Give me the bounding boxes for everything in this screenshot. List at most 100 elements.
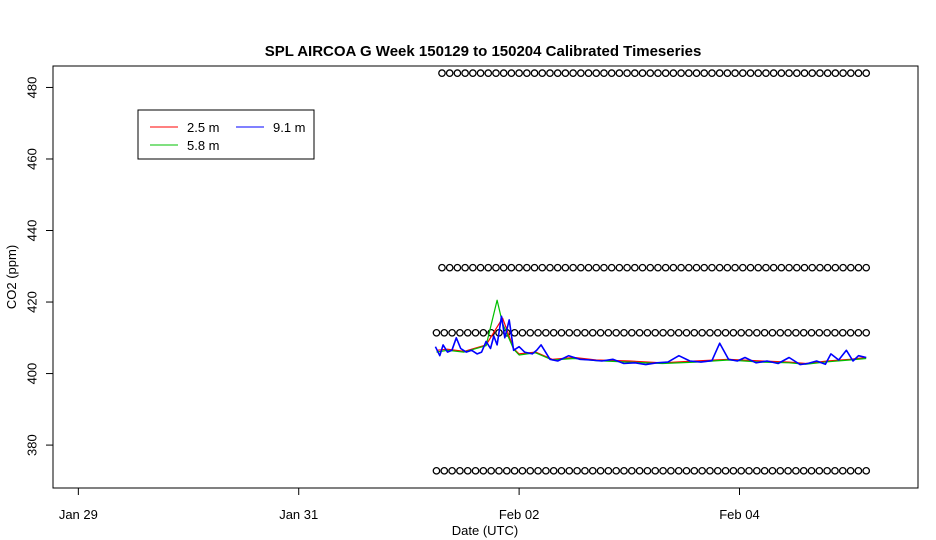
flag-point <box>463 466 472 475</box>
flag-point <box>823 466 831 475</box>
flag-point <box>456 466 464 475</box>
flag-point <box>569 263 577 272</box>
y-axis-label: CO2 (ppm) <box>4 245 19 309</box>
flag-point <box>615 69 624 78</box>
flag-point <box>808 69 817 78</box>
flag-point <box>635 466 644 475</box>
flag-point <box>445 69 454 78</box>
flag-point <box>592 69 601 78</box>
flag-point <box>522 69 531 78</box>
y-tick-label: 380 <box>24 434 39 456</box>
flag-point <box>846 466 855 475</box>
flag-point <box>682 466 691 475</box>
flag-point <box>453 263 462 272</box>
x-tick-label: Jan 29 <box>59 507 98 522</box>
legend-box <box>137 109 315 160</box>
flag-point <box>667 328 675 337</box>
chart-title: SPL AIRCOA G Week 150129 to 150204 Calib… <box>265 43 702 60</box>
series-line-9-1-m <box>434 315 867 366</box>
flag-point <box>561 263 570 272</box>
flag-point <box>630 69 639 78</box>
flag-point <box>654 263 662 272</box>
flag-point <box>651 328 660 337</box>
flag-point <box>831 263 840 272</box>
flag-point <box>823 328 831 337</box>
flag-point <box>507 69 516 78</box>
flag-point <box>584 263 593 272</box>
flag-point <box>674 466 683 475</box>
flag-point <box>638 69 647 78</box>
y-tick-label: 440 <box>24 220 39 242</box>
flag-point <box>799 328 808 337</box>
flag-point <box>576 69 585 78</box>
flag-point <box>515 69 523 78</box>
flag-point <box>581 328 589 337</box>
flag-point <box>440 328 449 337</box>
flag-point <box>692 69 701 78</box>
flag-point <box>627 466 636 475</box>
flag-point <box>542 328 550 337</box>
flag-point <box>862 328 871 337</box>
flag-point <box>576 263 585 272</box>
flag-point <box>502 466 511 475</box>
flag-point <box>854 466 863 475</box>
flag-point <box>584 69 593 78</box>
flag-point <box>768 466 777 475</box>
legend: 2.5 m 5.8 m 9.1 m <box>137 109 315 160</box>
flag-point <box>706 466 714 475</box>
flag-point <box>468 263 477 272</box>
flag-point <box>432 328 441 337</box>
flag-point <box>495 466 503 475</box>
flag-point <box>623 69 631 78</box>
flag-point <box>706 328 714 337</box>
flag-point <box>862 466 871 475</box>
flag-point <box>690 466 699 475</box>
flag-point <box>784 328 792 337</box>
flag-point <box>487 466 496 475</box>
flag-point <box>534 328 542 337</box>
flag-point <box>432 466 441 475</box>
flag-point <box>592 263 601 272</box>
flag-point <box>715 69 724 78</box>
flag-point <box>534 466 542 475</box>
flag-point <box>492 263 500 272</box>
flag-point <box>721 328 730 337</box>
flag-point <box>553 263 562 272</box>
flag-point <box>731 69 739 78</box>
x-tick-label: Feb 04 <box>719 507 759 522</box>
flag-point <box>600 263 608 272</box>
flag-point <box>669 69 678 78</box>
flag-point <box>526 328 535 337</box>
flag-point <box>729 466 738 475</box>
flag-point <box>752 328 761 337</box>
flag-point <box>569 69 577 78</box>
flag-point <box>831 69 840 78</box>
flag-point <box>692 263 701 272</box>
flag-point <box>526 466 535 475</box>
flag-point <box>623 263 631 272</box>
y-tick-label: 400 <box>24 363 39 385</box>
flag-point <box>638 263 647 272</box>
flag-point <box>698 328 706 337</box>
flag-point <box>438 69 446 78</box>
flag-point <box>484 263 493 272</box>
flag-point <box>745 328 753 337</box>
flag-point <box>445 263 454 272</box>
flag-point <box>453 69 462 78</box>
flag-point <box>573 328 581 337</box>
flag-point <box>713 466 722 475</box>
flag-point <box>522 263 531 272</box>
flag-point <box>561 69 570 78</box>
flag-point <box>708 69 716 78</box>
flag-point <box>862 263 871 272</box>
y-tick-label: 420 <box>24 291 39 313</box>
flag-point <box>823 263 832 272</box>
flag-point <box>854 328 863 337</box>
flag-point <box>635 328 644 337</box>
flag-point <box>677 263 685 272</box>
flag-point <box>715 263 724 272</box>
flag-point <box>620 466 628 475</box>
flag-point <box>760 328 769 337</box>
flag-point <box>669 263 678 272</box>
flag-point <box>738 263 747 272</box>
